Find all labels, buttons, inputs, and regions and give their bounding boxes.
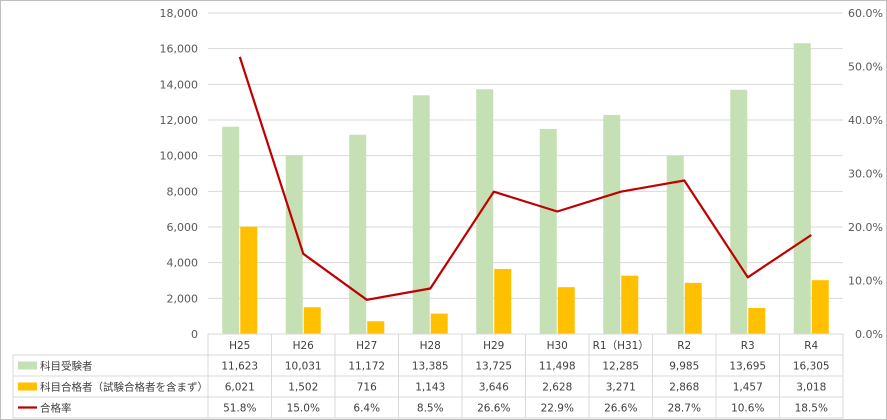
data-table-cell: 10,031 <box>285 361 322 373</box>
category-label: R1（H31） <box>593 340 649 352</box>
y-left-tick-label: 6,000 <box>167 221 199 234</box>
bar-examinees <box>793 43 811 334</box>
data-table-cell: 13,695 <box>729 361 766 373</box>
data-table-cell: 15.0% <box>287 403 320 415</box>
y-left-tick-label: 12,000 <box>160 114 199 127</box>
data-table-cell: 1,457 <box>733 382 763 394</box>
y-right-tick-label: 0.0% <box>855 328 883 341</box>
y-right-tick-label: 10.0% <box>848 275 883 288</box>
data-table-cell: 51.8% <box>223 403 256 415</box>
category-label: H29 <box>483 340 504 352</box>
data-table-cell: 13,725 <box>475 361 512 373</box>
data-table-cell: 3,018 <box>796 382 826 394</box>
y-left-tick-label: 2,000 <box>167 292 199 305</box>
data-table-cell: 22.9% <box>541 403 574 415</box>
bar-passers <box>494 268 512 334</box>
data-table-cell: 716 <box>357 382 377 394</box>
bar-passers <box>303 307 321 334</box>
data-table-cell: 11,172 <box>348 361 385 373</box>
bar-examinees <box>603 114 621 334</box>
line-pass-rate <box>238 56 812 301</box>
data-table-cell: 18.5% <box>795 403 828 415</box>
y-right-tick-label: 60.0% <box>848 7 883 20</box>
legend-label: 科目合格者（試験合格者を含まず） <box>40 381 208 394</box>
data-table-cell: 1,502 <box>288 382 318 394</box>
bar-passers <box>367 321 385 334</box>
bar-passers <box>811 280 829 334</box>
legend-key-examinees <box>18 361 37 370</box>
data-table-cell: 11,498 <box>539 361 576 373</box>
bar-examinees <box>730 89 748 335</box>
y-right-tick-label: 40.0% <box>848 114 883 127</box>
data-table-cell: 11,623 <box>221 361 258 373</box>
category-label: H30 <box>547 340 568 352</box>
y-left-tick-label: 8,000 <box>167 185 199 198</box>
y-left-tick-label: 10,000 <box>160 150 199 163</box>
category-label: H26 <box>293 340 315 352</box>
bar-passers <box>748 308 766 334</box>
bar-passers <box>430 313 448 334</box>
legend-key-passers <box>18 382 37 391</box>
bar-passers <box>621 275 639 334</box>
bar-passers <box>240 226 258 334</box>
bar-passers <box>684 282 702 334</box>
data-table-cell: 26.6% <box>477 403 510 415</box>
bar-examinees <box>285 155 303 334</box>
category-label: H28 <box>420 340 441 352</box>
legend-label: 合格率 <box>40 402 72 415</box>
y-right-tick-label: 30.0% <box>848 168 883 181</box>
data-table-cell: 2,868 <box>669 382 699 394</box>
legend-label: 科目受験者 <box>40 360 93 373</box>
y-right-tick-label: 20.0% <box>848 221 883 234</box>
bar-examinees <box>666 155 684 334</box>
data-table-cell: 9,985 <box>669 361 699 373</box>
category-label: R2 <box>677 340 691 352</box>
data-table-cell: 6.4% <box>353 403 380 415</box>
bar-examinees <box>349 134 367 334</box>
data-table-cell: 8.5% <box>417 403 444 415</box>
data-table-cell: 16,305 <box>793 361 830 373</box>
y-left-tick-label: 18,000 <box>160 7 199 20</box>
data-table-cell: 2,628 <box>542 382 572 394</box>
data-table-cell: 1,143 <box>415 382 445 394</box>
y-left-tick-label: 4,000 <box>167 257 199 270</box>
data-table-cell: 12,285 <box>602 361 639 373</box>
category-label: H25 <box>229 340 250 352</box>
y-left-tick-label: 16,000 <box>160 43 199 56</box>
bar-examinees <box>412 95 430 334</box>
data-table-cell: 10.6% <box>731 403 764 415</box>
bar-examinees <box>539 128 557 334</box>
data-table-cell: 3,646 <box>479 382 509 394</box>
data-table-cell: 13,385 <box>412 361 449 373</box>
bar-examinees <box>476 89 494 334</box>
y-left-tick-label: 0 <box>191 328 198 341</box>
data-table-cell: 3,271 <box>606 382 636 394</box>
category-label: R4 <box>804 340 818 352</box>
y-right-tick-label: 50.0% <box>848 61 883 74</box>
data-table-cell: 28.7% <box>668 403 701 415</box>
data-table-cell: 6,021 <box>225 382 255 394</box>
data-table-cell: 26.6% <box>604 403 637 415</box>
category-label: H27 <box>356 340 377 352</box>
bar-examinees <box>222 126 240 334</box>
y-left-tick-label: 14,000 <box>160 78 199 91</box>
category-label: R3 <box>741 340 755 352</box>
bar-passers <box>557 287 575 334</box>
